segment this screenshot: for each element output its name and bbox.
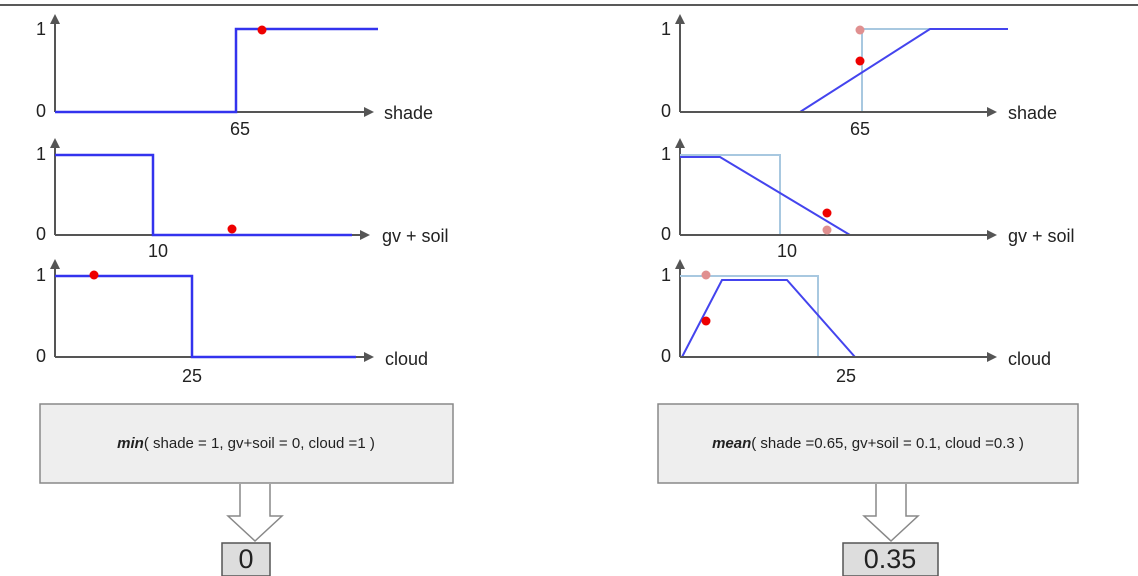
crisp-dot [701,270,711,280]
value-dot [227,224,237,234]
threshold-label: 25 [836,366,856,386]
y-top-label: 1 [36,19,46,39]
y-top-label: 1 [36,144,46,164]
axis-label: shade [384,103,433,123]
axis-label: gv + soil [382,226,449,246]
y-top-label: 1 [661,19,671,39]
y-bottom-label: 0 [661,224,671,244]
threshold-label: 65 [850,119,870,139]
crisp-dot [855,25,865,35]
down-arrow [862,484,920,543]
y-top-label: 1 [661,265,671,285]
y-top-label: 1 [36,265,46,285]
axis-label: cloud [385,349,428,369]
threshold-label: 10 [148,241,168,261]
axis-label: cloud [1008,349,1051,369]
fuzzy-function [680,28,1008,113]
fuzzy-function [680,156,980,236]
result: 0.35 [864,544,917,574]
fuzzy-dot [701,316,711,326]
y-bottom-label: 0 [661,346,671,366]
right-panel: 1 0 65 shade 1 0 10 gv + soil 1 0 25 clo… [657,14,1079,576]
threshold-label: 65 [230,119,250,139]
crisp-function [55,27,378,114]
formula-args: ( shade =0.65, gv+soil = 0.1, cloud =0.3… [751,435,1024,452]
result: 0 [238,544,253,574]
formula: min( shade = 1, gv+soil = 0, cloud =1 ) [117,435,375,452]
y-top-label: 1 [661,144,671,164]
fuzzy-dot [822,208,832,218]
axis-label: shade [1008,103,1057,123]
axis-label: gv + soil [1008,226,1075,246]
crisp-function [55,153,352,237]
formula-box [39,403,454,484]
crisp-function [861,28,930,112]
down-arrow [226,484,284,543]
value-dot [257,25,267,35]
formula-function: mean [712,435,751,452]
threshold-label: 10 [777,241,797,261]
formula-function: min [117,435,144,452]
formula: mean( shade =0.65, gv+soil = 0.1, cloud … [712,435,1024,452]
y-bottom-label: 0 [36,101,46,121]
fuzzy-function [681,279,978,358]
crisp-function [55,274,356,359]
left-panel: 1 0 65 shade 1 0 10 gv + soil 1 0 25 clo… [36,14,454,576]
formula-args: ( shade = 1, gv+soil = 0, cloud =1 ) [144,435,375,452]
y-bottom-label: 0 [36,224,46,244]
result-box [221,542,271,576]
fuzzy-dot [855,56,865,66]
y-bottom-label: 0 [661,101,671,121]
crisp-function [680,275,819,357]
crisp-dot [822,225,832,235]
value-dot [89,270,99,280]
result-box [842,542,939,576]
threshold-label: 25 [182,366,202,386]
crisp-function [680,154,781,235]
y-bottom-label: 0 [36,346,46,366]
formula-box [657,403,1079,484]
